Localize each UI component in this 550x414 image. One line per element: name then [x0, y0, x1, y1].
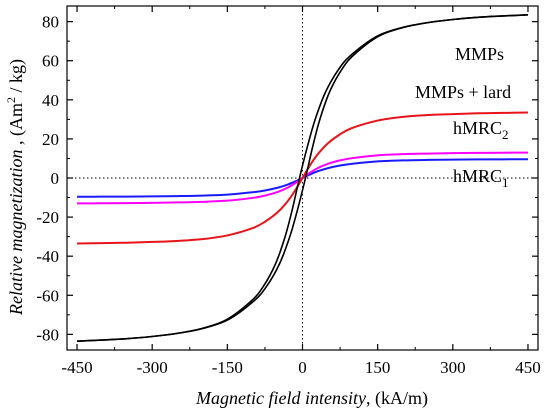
y-tick-label: 0	[51, 169, 60, 188]
y-tick-label: -40	[36, 247, 59, 266]
y-tick-label: -20	[36, 208, 59, 227]
y-axis-title-main: Relative magnetization	[6, 150, 26, 316]
series-line-mmps-lard	[77, 111, 528, 245]
x-tick-label: -300	[137, 358, 168, 377]
x-axis-title-main: Magnetic field intensity	[195, 388, 366, 408]
series-label-mmps-lard: MMPs + lard	[415, 82, 511, 102]
y-axis-title: Relative magnetization , (Am2 / kg)	[4, 59, 27, 316]
x-tick-label: 450	[515, 358, 541, 377]
x-tick-label: 150	[365, 358, 391, 377]
ticks-layer: -450 -300 -150 0 150 300 450 -80 -60 -40 -20 0 20 40 6…	[36, 6, 541, 377]
y-tick-label: 60	[42, 52, 59, 71]
y-tick-label: 80	[42, 13, 59, 32]
y-axis-title-tail: / kg)	[6, 59, 27, 97]
x-tick-label: 0	[298, 358, 307, 377]
series-label-mmps: MMPs	[455, 44, 504, 64]
y-tick-label: 20	[42, 130, 59, 149]
y-tick-label: -60	[36, 286, 59, 305]
x-axis-title: Magnetic field intensity, (kA/m)	[195, 388, 428, 409]
y-tick-label: 40	[42, 91, 59, 110]
x-tick-label: 300	[440, 358, 466, 377]
x-tick-label: -150	[212, 358, 243, 377]
y-tick-label: -80	[36, 325, 59, 344]
y-axis-title-sup: 2	[4, 97, 18, 103]
series-line-mmps-branch-b	[77, 14, 529, 342]
series-layer	[76, 14, 529, 342]
x-tick-label: -450	[61, 358, 92, 377]
x-axis-title-unit: , (kA/m)	[366, 388, 428, 409]
y-axis-title-unit: , (Am	[6, 103, 27, 150]
series-label-hmrc1: hMRC1	[453, 166, 509, 190]
series-labels: MMPs MMPs + lard hMRC2 hMRC1	[415, 44, 511, 190]
series-label-hmrc2: hMRC2	[453, 118, 509, 142]
